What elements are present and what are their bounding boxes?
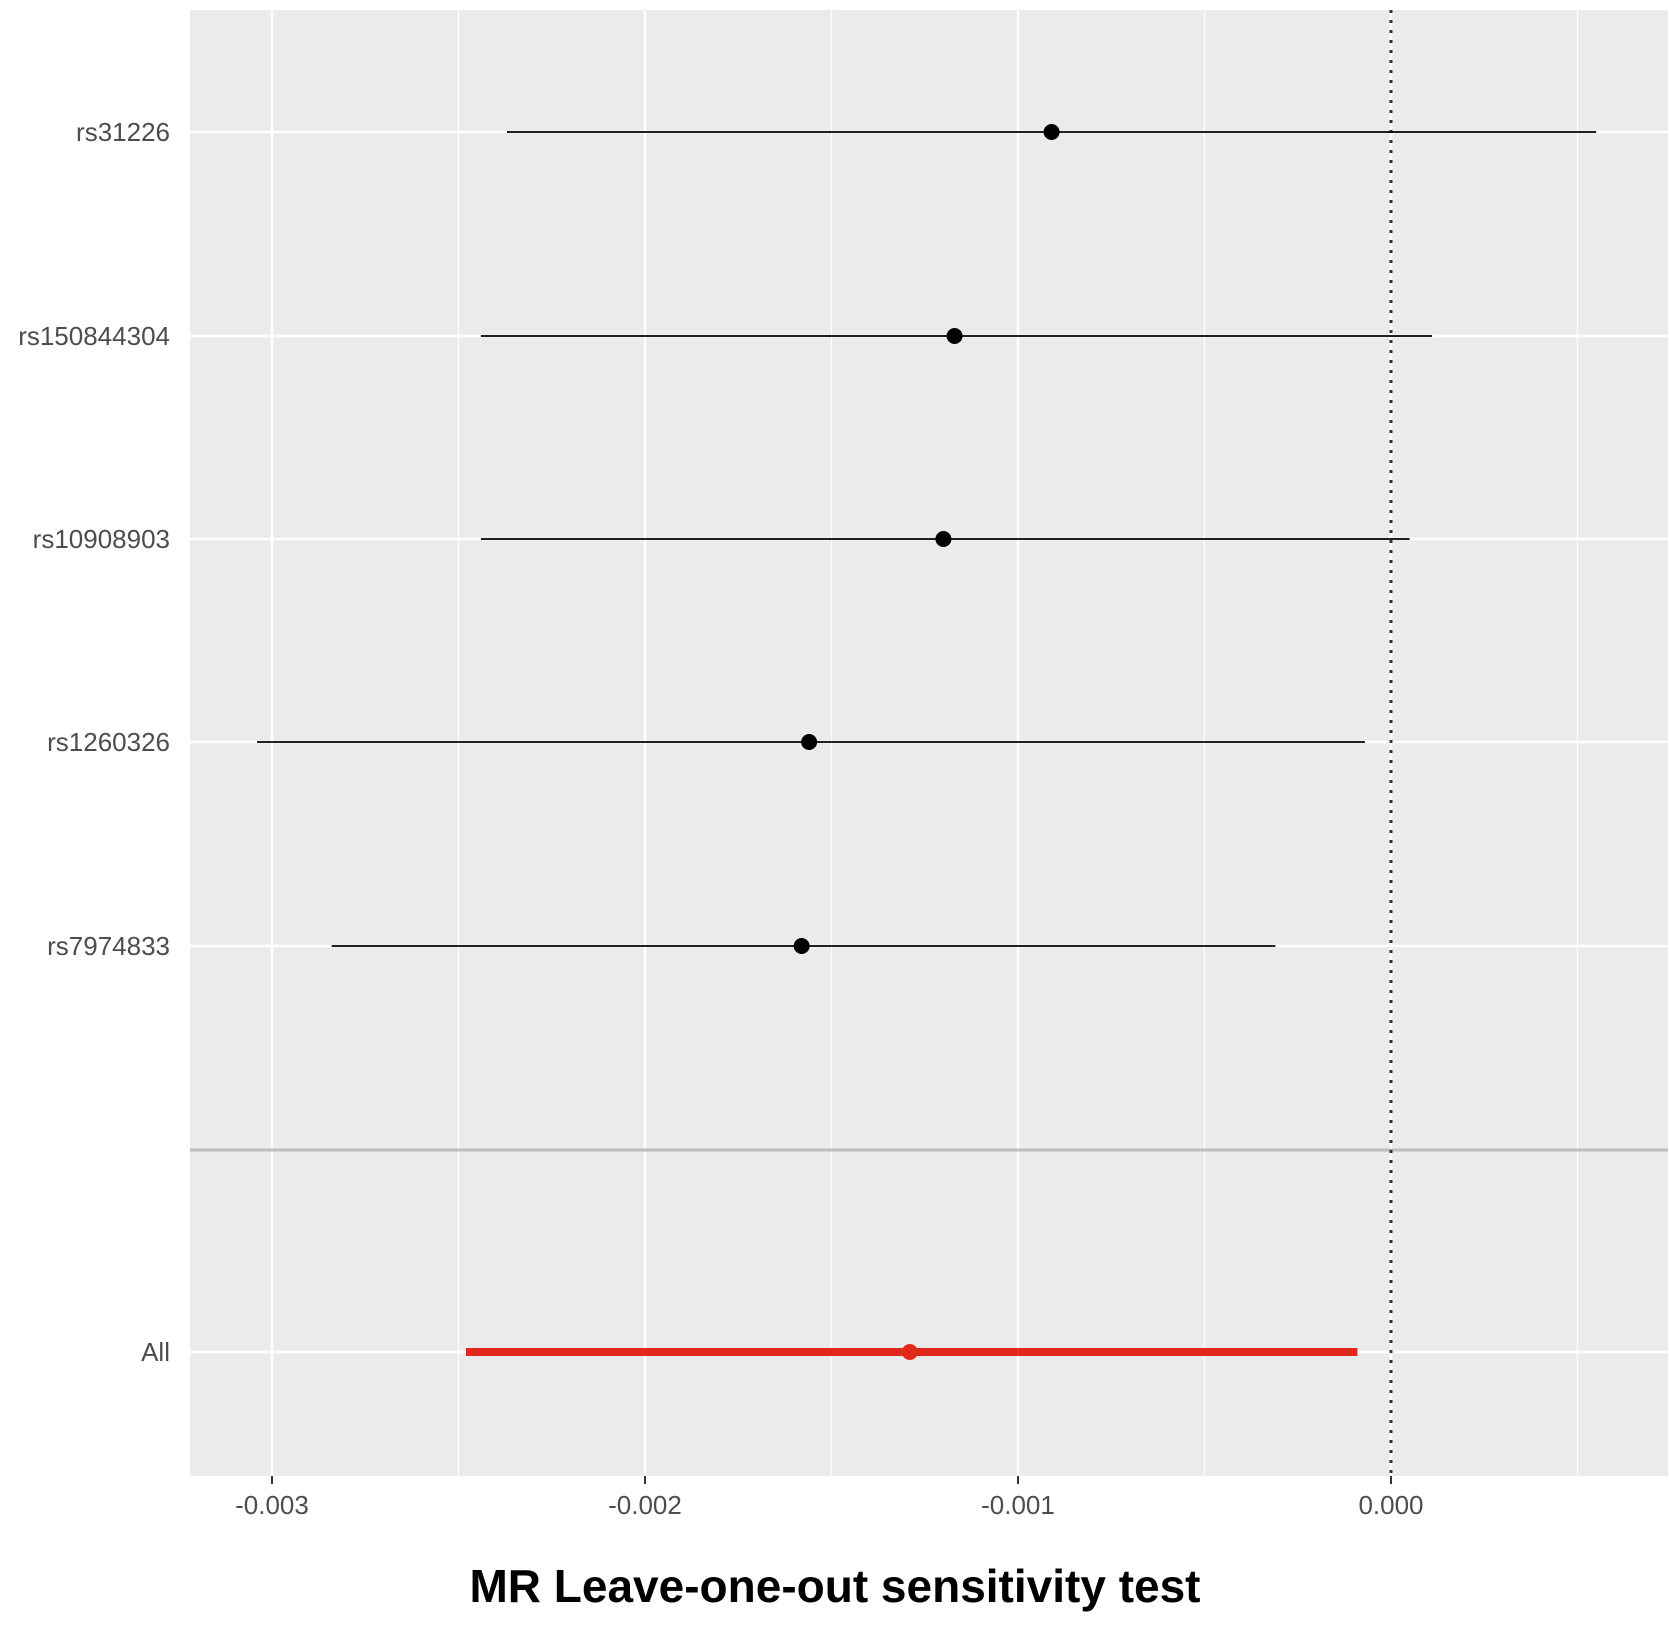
summary-point	[901, 1344, 918, 1360]
x-tick-label: 0.000	[1358, 1490, 1423, 1520]
estimate-point	[801, 734, 818, 750]
y-tick-label: rs31226	[76, 117, 170, 147]
y-tick-label: rs150844304	[18, 321, 170, 351]
y-tick-label: rs7974833	[47, 931, 170, 961]
estimate-point	[793, 938, 810, 954]
x-tick-label: -0.002	[608, 1490, 682, 1520]
y-tick-label: All	[141, 1337, 170, 1367]
estimate-rows	[257, 124, 1597, 1360]
x-tick-label: -0.003	[235, 1490, 309, 1520]
estimate-point	[935, 531, 952, 547]
x-axis-title: MR Leave-one-out sensitivity test	[469, 1560, 1200, 1612]
y-tick-label: rs10908903	[33, 524, 170, 554]
y-tick-label: rs1260326	[47, 727, 170, 757]
x-axis-ticks: -0.003 -0.002 -0.001 0.000	[235, 1476, 1424, 1520]
y-axis-labels: rs31226 rs150844304 rs10908903 rs1260326 rs7…	[18, 117, 170, 1367]
x-tick-label: -0.001	[981, 1490, 1055, 1520]
estimate-point	[1043, 124, 1060, 140]
estimate-point	[946, 328, 963, 344]
